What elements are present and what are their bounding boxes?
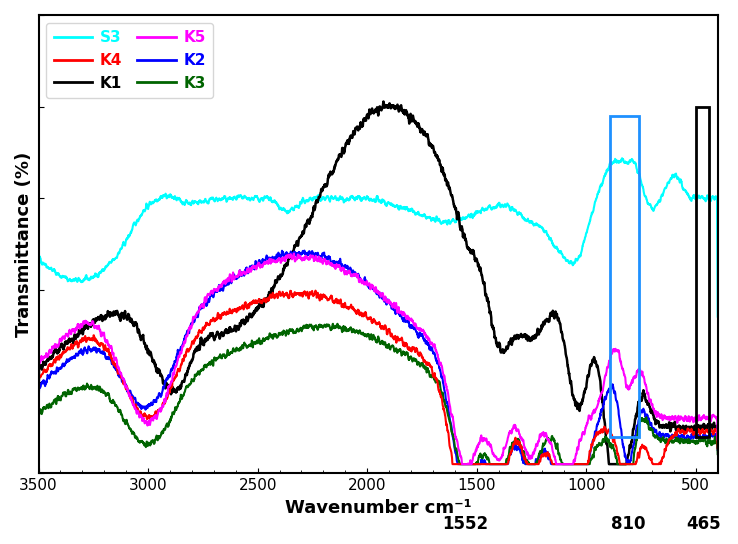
K4 bbox=[627, 461, 636, 467]
K1 bbox=[294, 236, 303, 242]
Y-axis label: Transmittance (%): Transmittance (%) bbox=[15, 152, 33, 337]
Line: K5: K5 bbox=[38, 254, 717, 464]
S3 bbox=[34, 345, 43, 352]
K3 bbox=[34, 431, 43, 438]
K3 bbox=[627, 461, 636, 467]
Line: S3: S3 bbox=[38, 158, 717, 349]
K1 bbox=[152, 368, 161, 374]
K4 bbox=[448, 461, 457, 467]
K2 bbox=[300, 248, 308, 254]
K3 bbox=[713, 451, 722, 458]
K5 bbox=[458, 461, 467, 467]
Text: 465: 465 bbox=[686, 515, 721, 533]
S3 bbox=[324, 194, 333, 201]
K4 bbox=[294, 292, 303, 298]
K1 bbox=[324, 173, 333, 180]
S3 bbox=[152, 196, 161, 203]
S3 bbox=[627, 157, 636, 163]
K4 bbox=[152, 411, 161, 417]
K5 bbox=[700, 413, 709, 419]
K2 bbox=[294, 249, 303, 255]
Legend: S3, K4, K1, K5, K2, K3: S3, K4, K1, K5, K2, K3 bbox=[46, 23, 213, 98]
K1 bbox=[111, 311, 120, 318]
K2 bbox=[324, 253, 333, 259]
K5 bbox=[289, 250, 298, 257]
Bar bbox=[696, 107, 709, 437]
Text: 1552: 1552 bbox=[442, 515, 489, 533]
K5 bbox=[324, 259, 333, 265]
K4 bbox=[311, 287, 320, 294]
K5 bbox=[627, 379, 636, 385]
Line: K4: K4 bbox=[38, 290, 717, 464]
K4 bbox=[111, 364, 120, 370]
K3 bbox=[333, 320, 342, 327]
K2 bbox=[111, 367, 120, 373]
K2 bbox=[152, 399, 161, 405]
K1 bbox=[700, 425, 709, 432]
K5 bbox=[294, 254, 303, 261]
K3 bbox=[152, 434, 161, 441]
S3 bbox=[111, 255, 120, 261]
K3 bbox=[455, 461, 464, 467]
S3 bbox=[713, 313, 722, 320]
Line: K3: K3 bbox=[38, 324, 717, 464]
Bar bbox=[610, 116, 639, 437]
K4 bbox=[713, 445, 722, 452]
X-axis label: Wavenumber cm⁻¹: Wavenumber cm⁻¹ bbox=[285, 499, 472, 517]
K1 bbox=[713, 444, 722, 451]
K4 bbox=[700, 430, 709, 437]
K2 bbox=[34, 421, 43, 427]
K2 bbox=[627, 450, 636, 456]
K5 bbox=[152, 415, 161, 421]
K1 bbox=[379, 98, 388, 105]
K2 bbox=[700, 431, 709, 438]
K5 bbox=[34, 404, 43, 410]
K3 bbox=[111, 402, 120, 409]
K3 bbox=[324, 322, 333, 328]
K1 bbox=[627, 438, 636, 445]
K3 bbox=[294, 328, 303, 335]
S3 bbox=[618, 155, 627, 162]
K3 bbox=[700, 434, 709, 441]
S3 bbox=[700, 195, 709, 202]
K2 bbox=[713, 447, 722, 453]
Text: 810: 810 bbox=[610, 515, 645, 533]
Line: K1: K1 bbox=[38, 102, 717, 464]
K5 bbox=[111, 355, 120, 362]
K1 bbox=[604, 461, 613, 467]
K4 bbox=[34, 413, 43, 420]
K5 bbox=[713, 436, 722, 443]
Line: K2: K2 bbox=[38, 251, 717, 464]
K4 bbox=[324, 296, 333, 303]
K1 bbox=[34, 410, 43, 416]
S3 bbox=[294, 205, 303, 211]
K2 bbox=[454, 461, 463, 467]
